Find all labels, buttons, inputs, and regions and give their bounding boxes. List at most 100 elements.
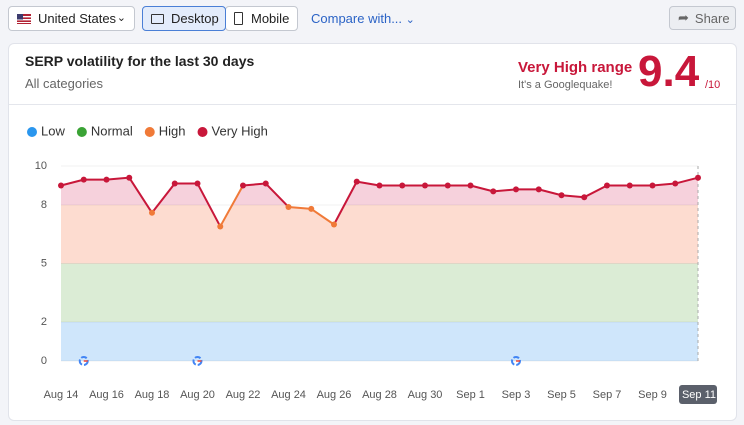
- line-segment: [128, 176, 153, 214]
- x-tick-label: Aug 20: [180, 389, 215, 401]
- point: [604, 182, 610, 189]
- line-segment: [242, 182, 267, 187]
- location-select[interactable]: United States ⌄: [8, 6, 135, 31]
- point: [467, 182, 474, 189]
- chart-title: SERP volatility for the last 30 days: [25, 53, 255, 69]
- range-band: [61, 263, 698, 322]
- line-segment: [583, 184, 608, 199]
- chart-subtitle: All categories: [25, 76, 104, 91]
- point: [513, 186, 519, 193]
- point: [194, 180, 201, 187]
- mobile-text: Mobile: [251, 11, 290, 26]
- point: [672, 180, 679, 187]
- range-label: Very High range: [518, 59, 633, 76]
- desktop-icon: [151, 13, 164, 24]
- line-segment: [651, 182, 677, 187]
- line-segment: [333, 180, 358, 226]
- line-segment: [355, 180, 381, 187]
- share-icon: ➦: [678, 10, 689, 25]
- point: [217, 223, 224, 230]
- y-tick-label: 2: [41, 316, 47, 328]
- point: [695, 174, 701, 181]
- point: [490, 188, 497, 195]
- legend-dot: [197, 127, 208, 137]
- line-segment: [310, 207, 335, 226]
- share-text: Share: [694, 10, 730, 26]
- line-segment: [674, 176, 699, 185]
- point: [58, 182, 64, 189]
- point: [399, 182, 406, 189]
- area-mask: [61, 165, 698, 227]
- legend-dot: [76, 127, 87, 137]
- x-tick-label: Aug 16: [89, 389, 124, 401]
- point: [171, 180, 178, 187]
- x-tick-label: Sep 5: [547, 389, 576, 401]
- point: [581, 194, 588, 201]
- divider: [9, 104, 736, 105]
- score-suffix: /10: [705, 79, 721, 91]
- point: [126, 174, 133, 181]
- y-tick-label: 10: [35, 160, 47, 172]
- y-tick-label: 5: [41, 257, 47, 269]
- legend-dot: [27, 127, 37, 137]
- chevron: ⌄: [116, 12, 126, 24]
- point: [376, 182, 383, 189]
- score: 9.4: [638, 47, 700, 96]
- location-text: United States: [38, 11, 117, 26]
- point: [649, 182, 656, 189]
- x-tick-label: Sep 1: [456, 389, 485, 401]
- point: [558, 192, 565, 199]
- desktop-toggle[interactable]: Desktop: [142, 6, 226, 31]
- point: [535, 186, 542, 193]
- x-tick-label: Sep 3: [502, 389, 531, 401]
- x-tick-label: Sep 9: [638, 389, 667, 401]
- line-segment: [287, 205, 313, 210]
- point: [422, 182, 428, 189]
- point: [149, 209, 155, 216]
- x-tick-label: Aug 28: [362, 389, 397, 401]
- point: [103, 176, 110, 183]
- legend-label: Very High: [212, 123, 268, 138]
- line-segment: [469, 184, 495, 193]
- line-segment: [492, 188, 517, 193]
- x-tick-label: Aug 30: [408, 389, 443, 401]
- x-tick-label: Aug 18: [135, 389, 170, 401]
- point: [626, 182, 633, 189]
- range-note: It's a Googlequake!: [518, 79, 613, 91]
- compare-text: Compare with...: [311, 11, 403, 26]
- y-tick-label: 8: [41, 199, 47, 211]
- x-tick-label: Aug 24: [271, 389, 306, 401]
- y-tick-label: 0: [41, 355, 47, 367]
- x-tick-label: Aug 22: [226, 389, 261, 401]
- point: [80, 176, 87, 183]
- line-segment: [105, 176, 131, 181]
- line-segment: [60, 178, 85, 187]
- x-tick-label: Sep 11: [682, 389, 716, 401]
- line-segment: [196, 182, 222, 228]
- point: [331, 221, 337, 228]
- flag-icon: [17, 13, 31, 24]
- legend-label: Low: [41, 123, 65, 138]
- line-segment: [537, 188, 563, 197]
- mobile-toggle[interactable]: Mobile: [225, 6, 298, 31]
- x-tick-label: Sep 7: [593, 389, 622, 401]
- range-band: [61, 205, 698, 264]
- legend-label: Normal: [91, 123, 133, 138]
- legend-dot: [144, 127, 155, 137]
- selected-date-pill: [679, 385, 717, 404]
- point: [444, 182, 451, 189]
- point: [285, 203, 292, 210]
- point: [240, 182, 246, 189]
- point: [262, 180, 269, 187]
- line-segment: [219, 184, 244, 228]
- share-button[interactable]: ➦ Share: [669, 6, 736, 30]
- legend-label: High: [159, 123, 186, 138]
- compare-link[interactable]: Compare with... ⌄: [311, 11, 415, 26]
- mobile-icon: [234, 12, 243, 25]
- line-segment: [151, 182, 176, 214]
- range-band: [61, 322, 698, 361]
- x-tick-label: Aug 26: [317, 389, 352, 401]
- line-segment: [264, 182, 290, 208]
